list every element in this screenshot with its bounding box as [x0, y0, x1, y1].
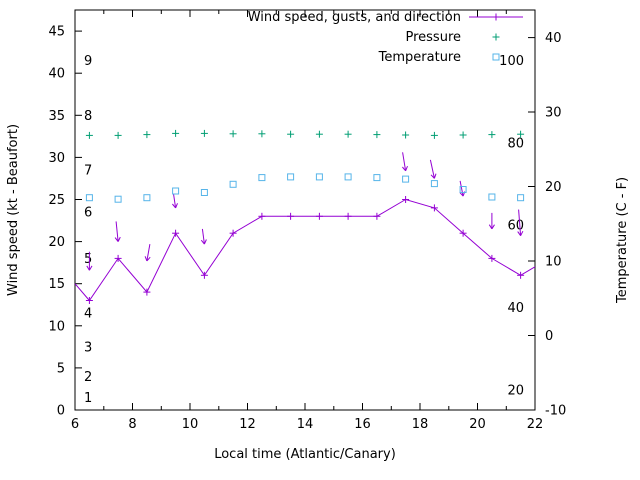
wind-legend-marker-icon [469, 13, 523, 21]
legend-item-wind: Wind speed, gusts, and direction [248, 7, 524, 27]
svg-text:-10: -10 [545, 404, 566, 419]
legend-item-temperature: Temperature [248, 47, 524, 67]
svg-text:2: 2 [84, 370, 92, 385]
temperature-legend-marker-icon [492, 53, 500, 61]
svg-text:9: 9 [84, 54, 92, 69]
svg-text:12: 12 [239, 417, 256, 432]
pressure-scale-labels: 20 40 60 80 100 [499, 54, 524, 398]
svg-text:5: 5 [57, 361, 65, 376]
svg-text:45: 45 [48, 25, 65, 40]
svg-text:0: 0 [545, 329, 553, 344]
legend-item-pressure: Pressure [248, 27, 524, 47]
y-axis-title-right: Temperature (C - F) [615, 176, 630, 304]
svg-text:10: 10 [48, 319, 65, 334]
svg-text:30: 30 [48, 151, 65, 166]
pressure-legend-marker-icon [492, 33, 500, 41]
svg-text:20: 20 [469, 417, 486, 432]
svg-text:35: 35 [48, 109, 65, 124]
temperature-series [85, 173, 525, 203]
svg-text:0: 0 [57, 404, 65, 419]
x-axis-title: Local time (Atlantic/Canary) [214, 447, 396, 462]
svg-text:14: 14 [297, 417, 314, 432]
svg-text:1: 1 [84, 391, 92, 406]
svg-text:18: 18 [412, 417, 429, 432]
svg-text:6: 6 [84, 206, 92, 221]
svg-text:60: 60 [507, 219, 524, 234]
svg-text:10: 10 [182, 417, 199, 432]
legend: Wind speed, gusts, and direction Pressur… [248, 7, 524, 67]
pressure-series [85, 129, 525, 139]
y-axis-title-left: Wind speed (kt - Beaufort) [6, 123, 21, 297]
svg-text:8: 8 [128, 417, 136, 432]
svg-text:3: 3 [84, 340, 92, 355]
svg-text:40: 40 [545, 31, 562, 46]
svg-text:30: 30 [545, 106, 562, 121]
svg-text:20: 20 [48, 235, 65, 250]
svg-text:40: 40 [48, 67, 65, 82]
svg-text:40: 40 [507, 301, 524, 316]
svg-text:6: 6 [71, 417, 79, 432]
svg-text:25: 25 [48, 193, 65, 208]
svg-text:10: 10 [545, 255, 562, 270]
svg-text:15: 15 [48, 277, 65, 292]
svg-text:7: 7 [84, 164, 92, 179]
wind-series [74, 152, 536, 304]
svg-text:22: 22 [527, 417, 544, 432]
svg-text:16: 16 [354, 417, 371, 432]
legend-label-pressure: Pressure [405, 29, 461, 45]
svg-text:20: 20 [507, 383, 524, 398]
beaufort-scale-labels: 1 2 3 4 5 6 7 8 9 [84, 54, 92, 406]
svg-text:5: 5 [84, 252, 92, 267]
legend-label-wind: Wind speed, gusts, and direction [247, 9, 461, 25]
svg-text:8: 8 [84, 109, 92, 124]
svg-text:4: 4 [84, 307, 92, 322]
legend-label-temperature: Temperature [378, 49, 461, 65]
svg-text:20: 20 [545, 180, 562, 195]
svg-text:100: 100 [499, 54, 524, 69]
plot-frame-and-ticks: 6 8 10 12 14 16 18 20 22051015202530354045-10010… [48, 9, 566, 432]
svg-text:80: 80 [507, 136, 524, 151]
